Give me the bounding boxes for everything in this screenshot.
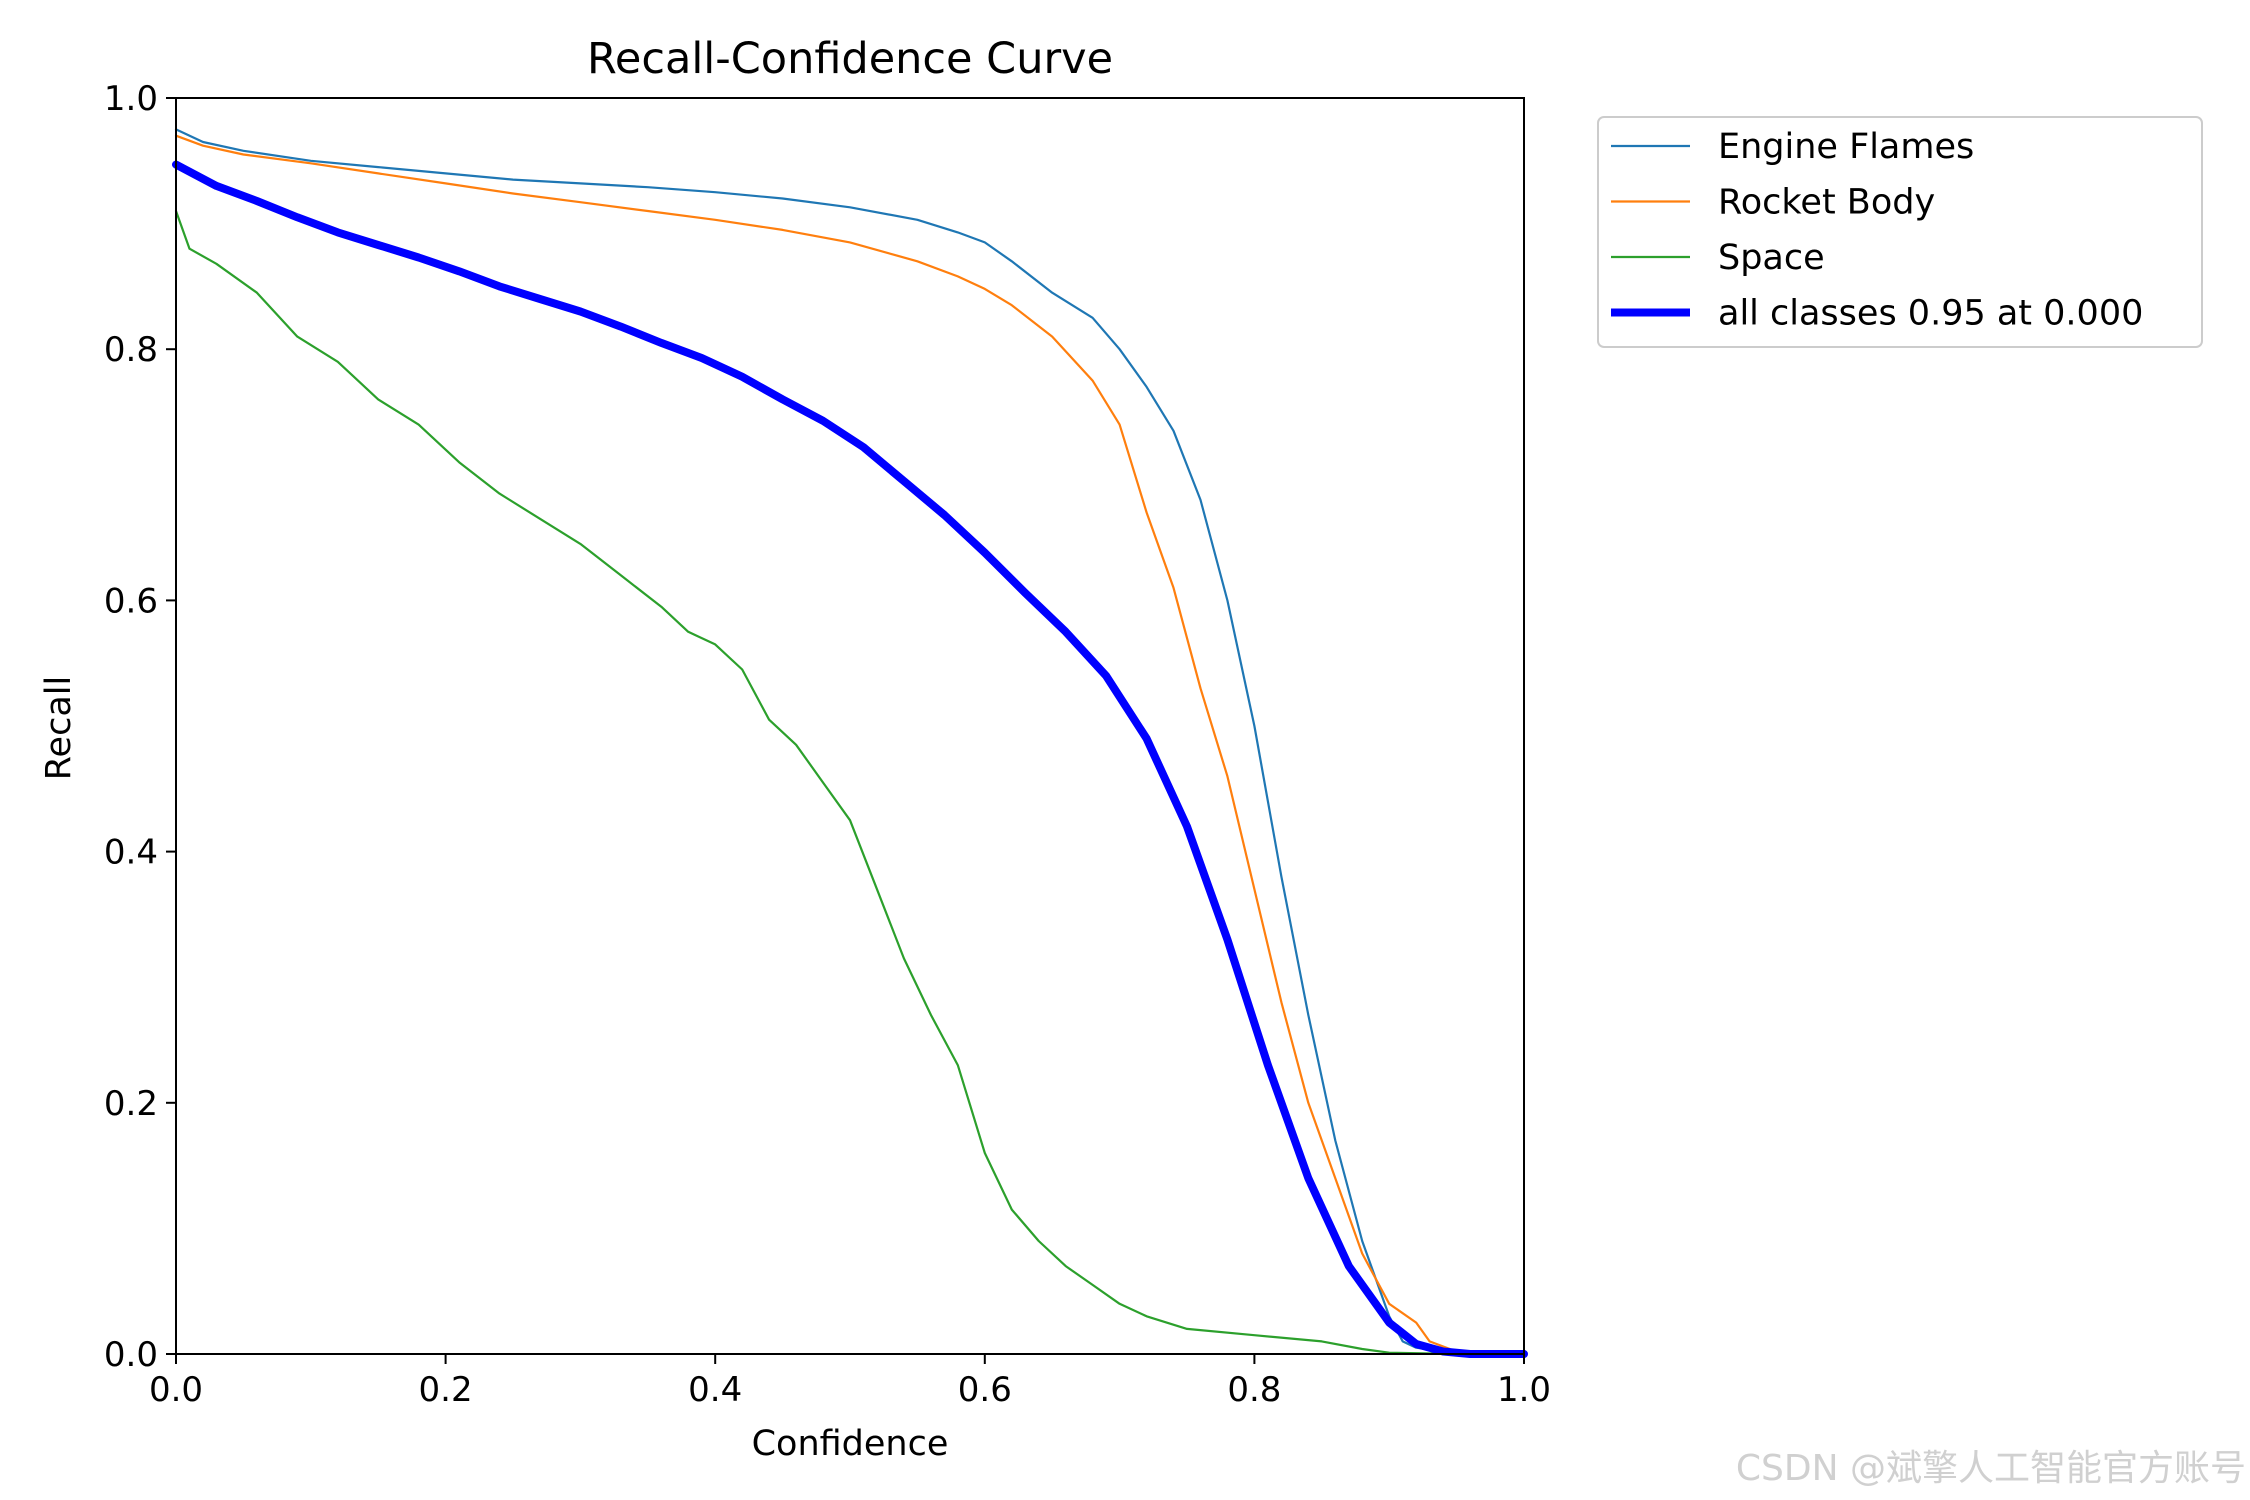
chart-title: Recall-Confidence Curve [587, 34, 1113, 84]
legend-label-engine-flames: Engine Flames [1718, 127, 1974, 167]
series-line-rocket-body [174, 134, 1526, 1356]
legend-items: Engine Flames Rocket Body Space all classes… [1611, 127, 2143, 334]
x-tick-label: 0.0 [149, 1370, 203, 1410]
legend-box [1597, 116, 2203, 348]
legend-label-space: Space [1718, 238, 1825, 278]
x-tick-label: 1.0 [1497, 1370, 1551, 1410]
legend-label-rocket-body: Rocket Body [1718, 183, 1935, 223]
y-axis-ticks: 0.0 0.2 0.4 0.6 0.8 1.0 [104, 79, 176, 1375]
y-tick-label: 0.2 [104, 1084, 158, 1124]
series-line-space [174, 209, 1526, 1356]
x-axis-ticks: 0.0 0.2 0.4 0.6 0.8 1.0 [149, 1354, 1551, 1410]
x-tick-label: 0.2 [419, 1370, 473, 1410]
legend: Engine Flames Rocket Body Space all classes… [1597, 116, 2203, 348]
watermark-text: CSDN @斌擎人工智能官方账号 [1736, 1448, 2246, 1489]
y-tick-label: 0.8 [104, 330, 158, 370]
x-axis-label: Confidence [752, 1424, 949, 1464]
x-tick-label: 0.6 [958, 1370, 1012, 1410]
series-line-all-classes-0-95-at-0-000 [172, 160, 1528, 1358]
y-tick-label: 0.4 [104, 833, 158, 873]
series-layer [172, 128, 1528, 1358]
axes-frame [175, 97, 1525, 1355]
y-tick-label: 0.0 [104, 1335, 158, 1375]
x-tick-label: 0.8 [1227, 1370, 1281, 1410]
y-axis-label: Recall [39, 676, 79, 780]
x-tick-label: 0.4 [688, 1370, 742, 1410]
plot-area: 0.0 0.2 0.4 0.6 0.8 1.0 0.0 0.2 0.4 0.6 0.8 1.0 [104, 79, 1551, 1410]
legend-label-all-classes-0-95-at-0-000: all classes 0.95 at 0.000 [1718, 294, 2143, 334]
y-tick-label: 1.0 [104, 79, 158, 119]
y-tick-label: 0.6 [104, 581, 158, 621]
